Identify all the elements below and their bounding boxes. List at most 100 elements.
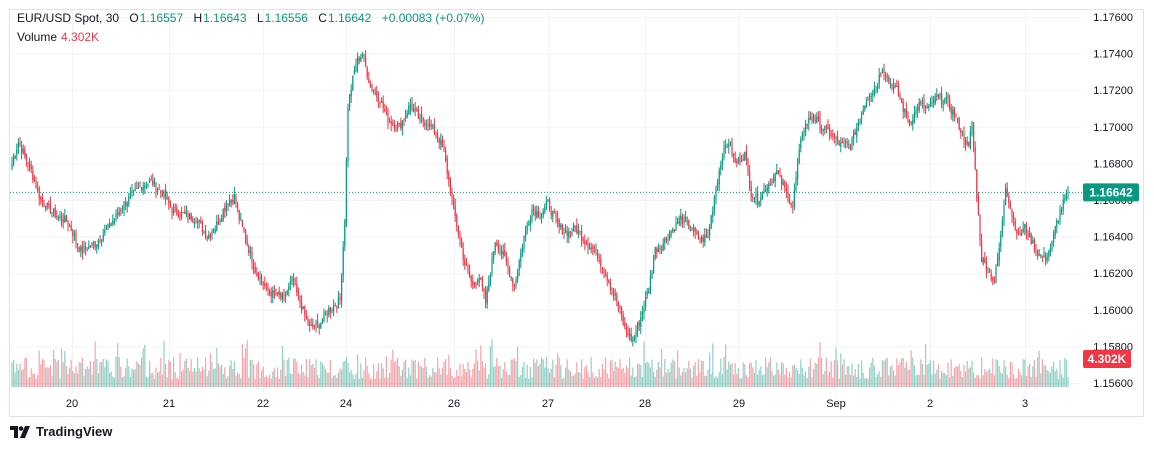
volume-bar xyxy=(481,360,483,387)
candle-body xyxy=(829,127,831,136)
candle-body xyxy=(667,240,669,242)
candle-body xyxy=(601,267,603,270)
candle-body xyxy=(1030,234,1032,245)
candle-body xyxy=(389,121,391,123)
volume-bar xyxy=(789,371,791,387)
candle-body xyxy=(1067,192,1069,194)
candle-body xyxy=(552,210,554,217)
price-axis[interactable]: 1.176001.174001.172001.170001.168001.166… xyxy=(1093,12,1133,390)
candle-body xyxy=(566,230,568,237)
candle-body xyxy=(960,129,962,133)
volume-bar xyxy=(381,363,383,387)
volume-bar xyxy=(981,357,983,387)
volume-bar xyxy=(209,353,211,387)
candle-body xyxy=(105,228,107,230)
candle-body xyxy=(977,197,979,214)
candle-body xyxy=(883,68,885,74)
candle-body xyxy=(813,115,815,120)
volume-bar xyxy=(104,367,106,387)
candle-body xyxy=(1051,241,1053,250)
candle-body xyxy=(341,277,343,302)
volume-bar xyxy=(621,368,623,387)
volume-bar xyxy=(929,360,931,387)
volume-bar xyxy=(86,366,88,387)
volume-bar xyxy=(97,373,99,387)
candle-body xyxy=(1062,199,1064,210)
candle-body xyxy=(310,324,312,326)
volume-bar xyxy=(339,368,341,387)
candle-body xyxy=(869,98,871,100)
price-tick-label: 1.16000 xyxy=(1093,305,1133,317)
volume-bar xyxy=(251,359,253,387)
volume-bar xyxy=(1013,374,1015,387)
tradingview-brand[interactable]: TradingView xyxy=(10,424,112,439)
candle-body xyxy=(387,110,389,124)
candle-body xyxy=(931,102,933,104)
time-axis[interactable]: 20 21 22 24 26 27 28 29 Sep 2 3 xyxy=(66,398,1028,410)
volume-bar xyxy=(984,369,986,387)
volume-bar xyxy=(686,368,688,387)
volume-bar xyxy=(83,375,85,387)
volume-bar xyxy=(224,367,226,387)
volume-bar xyxy=(475,349,477,387)
candle-body xyxy=(757,191,759,205)
volume-bar xyxy=(869,367,871,387)
candle-body xyxy=(696,231,698,233)
volume-bar xyxy=(829,371,831,387)
volume-bar xyxy=(325,369,327,387)
candle-body xyxy=(1001,220,1003,234)
volume-bar xyxy=(155,367,157,387)
candle-body xyxy=(555,212,557,218)
candle-body xyxy=(689,229,691,231)
volume-bar xyxy=(525,377,527,387)
volume-bar xyxy=(181,371,183,387)
volume-bar xyxy=(990,373,992,387)
candle-body xyxy=(768,183,770,189)
volume-bar xyxy=(201,366,203,387)
volume-bar xyxy=(462,363,464,387)
candle-body xyxy=(1035,249,1037,251)
volume-bar xyxy=(163,340,165,387)
candle-body xyxy=(849,145,851,150)
candle-body xyxy=(873,88,875,94)
candle-body xyxy=(451,192,453,198)
volume-bar xyxy=(707,369,709,387)
volume-bar xyxy=(782,363,784,387)
volume-bar xyxy=(45,367,47,387)
volume-bar xyxy=(601,363,603,387)
candle-body xyxy=(155,182,157,191)
candle-body xyxy=(957,117,959,119)
volume-bar xyxy=(856,376,858,387)
candle-body xyxy=(368,78,370,84)
candle-body xyxy=(1016,229,1018,234)
volume-bar xyxy=(870,362,872,387)
candle-body xyxy=(949,98,951,109)
candle-body xyxy=(358,58,360,62)
volume-bar xyxy=(1006,375,1008,387)
candle-body xyxy=(37,188,39,190)
candle-body xyxy=(699,240,701,242)
volume-bar xyxy=(454,377,456,387)
candle-body xyxy=(865,101,867,108)
candle-body xyxy=(305,315,307,319)
volume-bar xyxy=(622,367,624,387)
candle-body xyxy=(72,230,74,237)
volume-bar xyxy=(297,372,299,387)
candle-body xyxy=(253,263,255,269)
volume-bar xyxy=(734,363,736,387)
legend-symbol[interactable]: EUR/USD Spot, 30 xyxy=(17,11,120,25)
volume-bar xyxy=(617,368,619,387)
volume-bar xyxy=(672,359,674,387)
volume-bar xyxy=(451,375,453,387)
volume-bar xyxy=(27,378,29,387)
candle-body xyxy=(1061,209,1063,211)
volume-bar xyxy=(648,362,650,387)
legend-volume-label[interactable]: Volume xyxy=(17,30,58,44)
volume-bar xyxy=(1061,374,1063,387)
candle-body xyxy=(944,99,946,103)
candle-body xyxy=(785,188,787,191)
volume-bar xyxy=(977,375,979,387)
volume-bar xyxy=(537,366,539,387)
candle-body xyxy=(67,221,69,225)
